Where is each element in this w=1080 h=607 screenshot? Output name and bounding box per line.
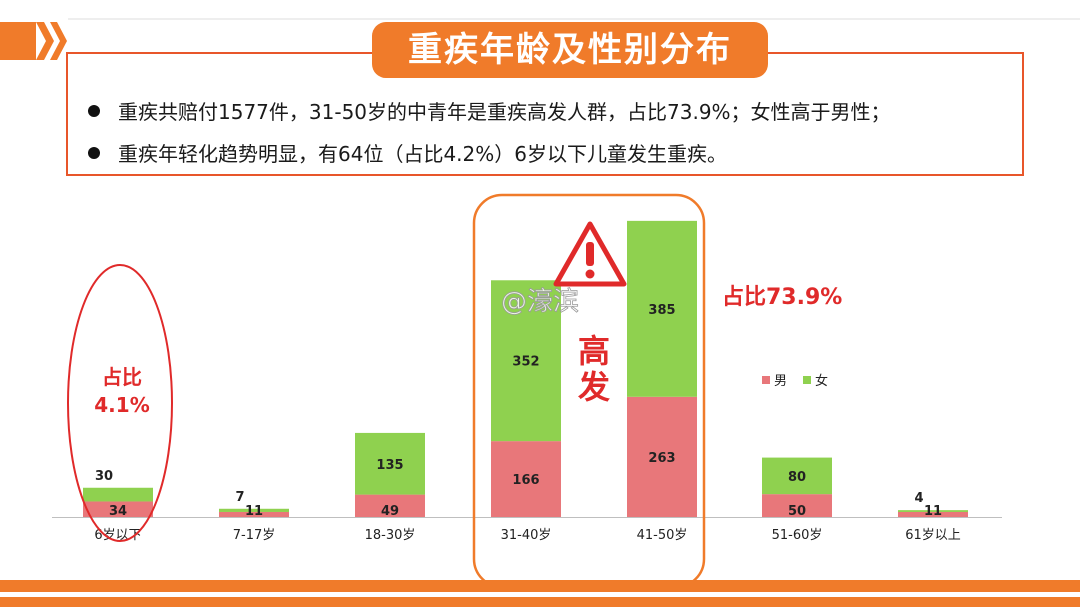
data-label-male: 34 (109, 504, 127, 519)
data-label-female: 135 (376, 458, 403, 473)
bar-female-5 (762, 457, 832, 495)
legend-label-female: 女 (815, 373, 828, 389)
bar-female-3 (491, 280, 561, 442)
data-label-female: 80 (788, 470, 806, 485)
watermark: @濠滨 (501, 287, 579, 317)
footer-bar (0, 580, 1080, 592)
data-label-male: 49 (381, 504, 399, 519)
legend-swatch-male (762, 376, 770, 384)
warning-icon-bar (586, 242, 594, 266)
bar-male-3 (491, 441, 561, 517)
bar-male-5 (762, 494, 832, 517)
data-label-female: 7 (235, 490, 244, 505)
legend-swatch-female (803, 376, 811, 384)
x-tick-label: 31-40岁 (501, 528, 552, 543)
highlight-ellipse (67, 264, 173, 542)
bullet-text: 重疾年轻化趋势明显，有64位（占比4.2%）6岁以下儿童发生重疾。 (118, 142, 727, 166)
data-label-female: 4 (914, 491, 923, 506)
data-label-male: 11 (245, 504, 263, 519)
header-rule (68, 18, 1080, 20)
bar-female-2 (355, 432, 425, 495)
data-label-male: 11 (924, 504, 942, 519)
footer-bar (0, 597, 1080, 607)
bullet-dot (88, 104, 100, 117)
data-label-male: 166 (512, 473, 539, 488)
annotation-high: 高 (578, 332, 610, 370)
data-label-male: 263 (648, 451, 675, 466)
x-tick-label: 51-60岁 (772, 528, 823, 543)
data-label-female: 352 (512, 355, 539, 370)
warning-icon-dot (585, 269, 595, 279)
bar-female-4 (627, 220, 697, 397)
bullet-dot (88, 146, 100, 159)
x-tick-label: 7-17岁 (233, 528, 276, 543)
summary-bullet: 重疾共赔付1577件，31-50岁的中青年是重疾高发人群，占比73.9%；女性高… (88, 96, 891, 125)
bar-female-0 (83, 487, 153, 502)
bar-male-1 (219, 511, 289, 517)
highlight-box (472, 193, 706, 580)
bar-female-6 (898, 510, 968, 512)
chevron-icon (0, 22, 67, 60)
bar-male-0 (83, 501, 153, 517)
bar-male-6 (898, 511, 968, 517)
bullet-text: 重疾共赔付1577件，31-50岁的中青年是重疾高发人群，占比73.9%；女性高… (118, 100, 891, 124)
legend-label-male: 男 (774, 374, 787, 389)
annotation-ratio-total: 占比73.9% (722, 285, 842, 310)
annotation-ratio-label: 占比 (102, 365, 142, 389)
bar-chart: 34306岁以下1177-17岁4913518-30岁16635231-40岁2… (52, 193, 1002, 580)
page-title: 重疾年龄及性别分布 (372, 22, 768, 78)
x-tick-label: 18-30岁 (365, 528, 416, 543)
annotation-ratio-value: 4.1% (94, 393, 149, 417)
bar-male-2 (355, 494, 425, 517)
data-label-female: 385 (648, 303, 675, 318)
annotation-incidence: 发 (578, 368, 610, 406)
x-tick-label: 41-50岁 (637, 528, 688, 543)
bar-male-4 (627, 396, 697, 517)
summary-bullet: 重疾年轻化趋势明显，有64位（占比4.2%）6岁以下儿童发生重疾。 (88, 138, 727, 167)
x-tick-label: 61岁以上 (905, 528, 961, 543)
data-label-female: 30 (95, 469, 113, 484)
bar-female-1 (219, 508, 289, 512)
data-label-male: 50 (788, 504, 806, 519)
